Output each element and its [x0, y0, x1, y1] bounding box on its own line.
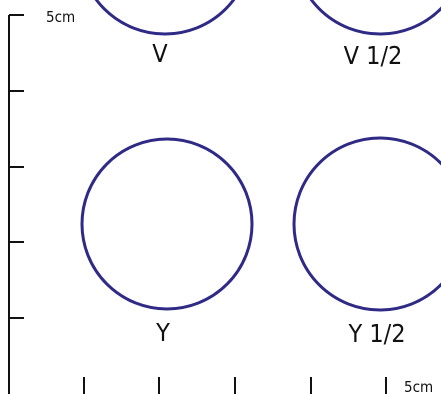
ring-v-label: V [152, 39, 168, 68]
ring-v-outline [94, 0, 236, 36]
ring-v-half-outline [309, 0, 441, 36]
horizontal-scale-label: 5cm [404, 378, 433, 394]
vertical-scale-label: 5cm [46, 8, 75, 26]
ring-v-half-label: V 1/2 [344, 41, 403, 70]
ring-y-half-outline [292, 136, 441, 312]
ring-y-half-label: Y 1/2 [347, 319, 405, 348]
vertical-scale-ruler [8, 14, 24, 394]
horizontal-scale-ruler [83, 377, 387, 394]
ring-y-outline [80, 137, 254, 311]
ring-y-label: Y [155, 318, 170, 347]
